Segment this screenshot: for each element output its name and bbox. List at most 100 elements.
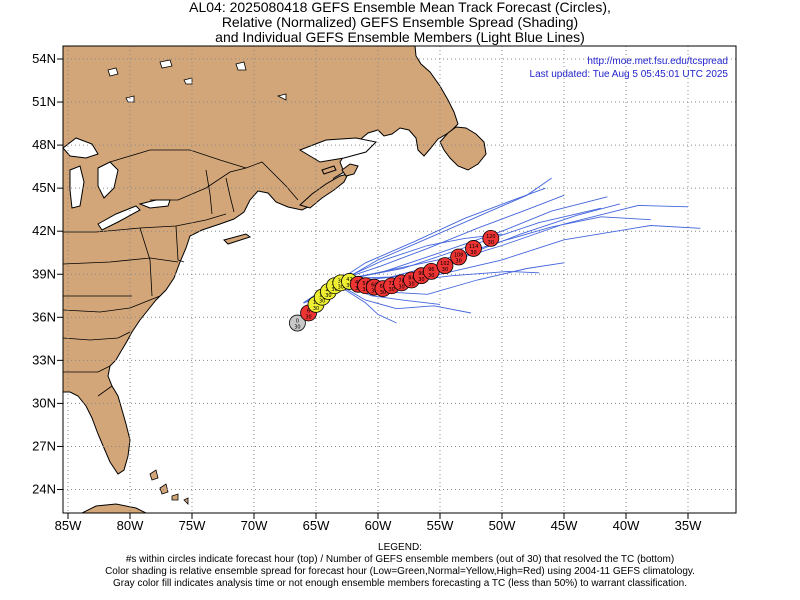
- axis-ticks: [57, 58, 689, 519]
- forecast-hour-label: 120: [486, 234, 496, 240]
- lat-label: 27N: [32, 438, 56, 453]
- lon-label: 55W: [427, 518, 454, 533]
- title-line-1: AL04: 2025080418 GEFS Ensemble Mean Trac…: [189, 0, 611, 15]
- lat-label: 51N: [32, 94, 56, 109]
- lat-label: 36N: [32, 309, 56, 324]
- forecast-hour-label: 42: [346, 277, 352, 283]
- lon-label: 40W: [613, 518, 640, 533]
- lake-erie: [97, 205, 141, 231]
- grid-lines: [63, 46, 736, 513]
- legend-line-2: Color shading is relative ensemble sprea…: [105, 566, 695, 577]
- forecast-hour-label: 114: [469, 244, 479, 250]
- forecast-hour-label: 108: [454, 253, 464, 259]
- member-count-label: 30: [408, 281, 414, 287]
- map-frame: [62, 45, 737, 514]
- legend-line-1: #s within circles indicate forecast hour…: [125, 554, 675, 565]
- forecast-hour-label: 102: [440, 261, 450, 267]
- lake-ontario: [138, 199, 171, 209]
- forecast-hour-label: 66: [380, 284, 386, 290]
- member-count-label: 30: [380, 290, 386, 296]
- forecast-hour-label: 84: [408, 275, 414, 281]
- lon-label: 50W: [489, 518, 516, 533]
- lake-michigan: [69, 165, 85, 209]
- forecast-hour-label: 90: [418, 271, 424, 277]
- member-count-label: 30: [428, 273, 434, 279]
- cape-breton-land: [341, 163, 359, 177]
- member-count-label: 30: [294, 325, 300, 331]
- member-count-label: 30: [305, 314, 311, 320]
- forecast-circle: [465, 240, 482, 257]
- member-count-label: 30: [470, 250, 476, 256]
- forecast-hour-label: 6: [307, 308, 310, 314]
- lat-label: 33N: [32, 352, 56, 367]
- lat-label: 30N: [32, 395, 56, 410]
- forecast-circle: [450, 248, 468, 266]
- forecast-hour-label: 60: [371, 283, 377, 289]
- member-count-label: 30: [325, 293, 331, 299]
- forecast-hour-label: 36: [338, 278, 344, 284]
- bahamas-land: [149, 469, 189, 505]
- member-count-label: 30: [371, 289, 377, 295]
- member-count-label: 30: [442, 267, 448, 273]
- member-count-label: 30: [388, 287, 394, 293]
- lon-label: 60W: [365, 518, 392, 533]
- northern-islands: [107, 59, 287, 103]
- political-borders: [63, 149, 299, 397]
- gulf-st-lawrence: [298, 137, 378, 163]
- mean-track-circle: 030: [288, 314, 306, 332]
- member-count-label: 30: [338, 284, 344, 290]
- forecast-circle: [288, 314, 306, 332]
- lat-label: 54N: [32, 51, 56, 66]
- lon-label: 65W: [303, 518, 330, 533]
- latitude-labels: 54N 51N 48N 45N 42N 39N 36N 33N 30N 27N 24N: [32, 51, 56, 497]
- member-count-label: 30: [331, 287, 337, 293]
- pei-land: [321, 165, 337, 175]
- forecast-hour-label: 12: [313, 300, 319, 306]
- lon-label: 45W: [551, 518, 578, 533]
- lat-label: 45N: [32, 180, 56, 195]
- forecast-hour-label: 0: [296, 319, 299, 325]
- lon-label: 80W: [117, 518, 144, 533]
- lat-label: 48N: [32, 137, 56, 152]
- member-count-label: 30: [346, 283, 352, 289]
- forecast-hour-label: 54: [362, 281, 368, 287]
- forecast-hour-label: 96: [428, 267, 434, 273]
- longitude-labels: 85W 80W 75W 70W 65W 60W 55W 50W 45W 40W 35W: [55, 518, 702, 533]
- member-count-label: 30: [488, 240, 494, 246]
- legend-heading: LEGEND:: [378, 542, 422, 553]
- lat-label: 24N: [32, 482, 56, 497]
- lat-label: 39N: [32, 266, 56, 281]
- long-island-land: [223, 233, 252, 245]
- member-count-label: 30: [362, 287, 368, 293]
- member-count-label: 30: [313, 306, 319, 312]
- lon-label: 85W: [55, 518, 82, 533]
- member-count-label: 30: [418, 277, 424, 283]
- member-count-label: 30: [455, 259, 461, 265]
- title-line-3: and Individual GEFS Ensemble Members (Li…: [215, 29, 585, 45]
- forecast-hour-label: 78: [398, 278, 404, 284]
- mean-track-circles: 0306301230183024303030363042304830543060…: [288, 229, 500, 332]
- lake-superior: [63, 137, 99, 159]
- newfoundland-land: [439, 126, 487, 171]
- north-america-land: [63, 46, 459, 475]
- member-count-label: 30: [398, 284, 404, 290]
- member-count-label: 30: [319, 299, 325, 305]
- credit-url[interactable]: http://moe.met.fsu.edu/tcspread: [587, 56, 728, 67]
- last-updated-text: Last updated: Tue Aug 5 05:45:01 UTC 202…: [530, 69, 729, 80]
- lon-label: 70W: [241, 518, 268, 533]
- lat-label: 42N: [32, 223, 56, 238]
- forecast-circle: [436, 257, 454, 275]
- forecast-hour-label: 72: [388, 281, 394, 287]
- legend: LEGEND: #s within circles indicate forec…: [0, 542, 800, 590]
- lon-label: 35W: [675, 518, 702, 533]
- legend-line-3: Gray color fill indicates analysis time …: [113, 578, 687, 589]
- title-line-2: Relative (Normalized) GEFS Ensemble Spre…: [221, 14, 579, 30]
- lon-label: 75W: [179, 518, 206, 533]
- map-title: AL04: 2025080418 GEFS Ensemble Mean Trac…: [0, 0, 800, 45]
